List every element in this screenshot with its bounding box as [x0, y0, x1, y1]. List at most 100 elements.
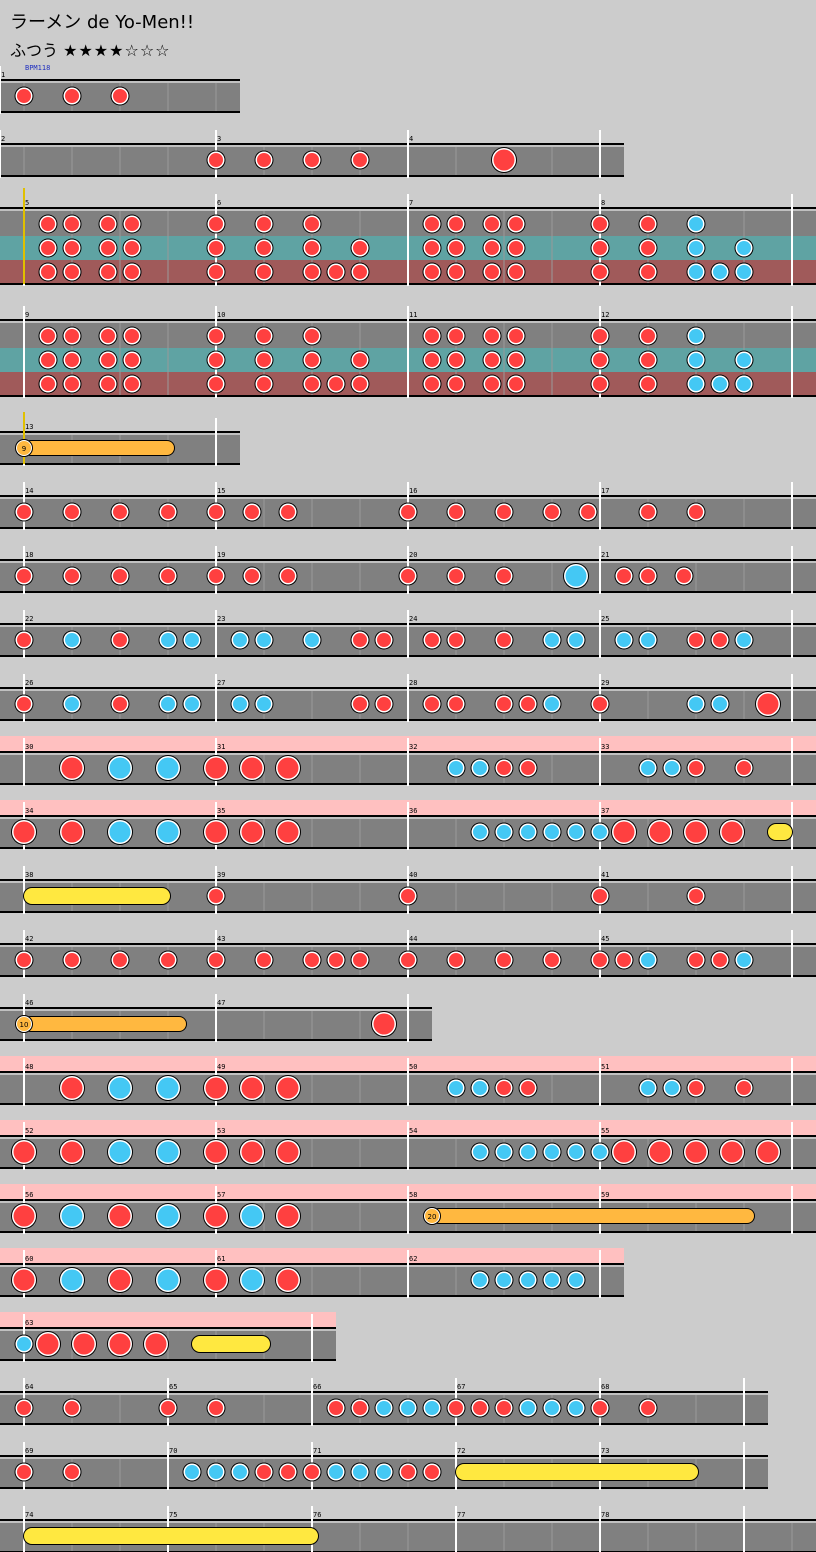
don-note	[113, 89, 127, 103]
measure-number: 35	[217, 807, 225, 815]
big-don-note	[649, 1141, 671, 1163]
don-note	[281, 1465, 295, 1479]
big-don-note	[277, 1077, 299, 1099]
difficulty-row: ふつう ★★★★☆☆☆	[10, 37, 171, 61]
measure-number: 68	[601, 1383, 609, 1391]
measure-number: 50	[409, 1063, 417, 1071]
don-note	[449, 329, 463, 343]
don-note	[449, 633, 463, 647]
don-note	[65, 89, 79, 103]
ka-note	[665, 1081, 679, 1095]
don-note	[257, 241, 271, 255]
don-note	[689, 1081, 703, 1095]
don-note	[353, 153, 367, 167]
don-note	[113, 697, 127, 711]
don-note	[281, 569, 295, 583]
don-note	[497, 1081, 511, 1095]
ka-note	[713, 265, 727, 279]
don-note	[497, 1401, 511, 1415]
don-note	[41, 377, 55, 391]
don-note	[509, 217, 523, 231]
ka-note	[161, 633, 175, 647]
don-note	[449, 241, 463, 255]
ka-note	[353, 1465, 367, 1479]
don-note	[509, 377, 523, 391]
ka-note	[737, 265, 751, 279]
don-note	[65, 217, 79, 231]
roll-head	[425, 1209, 439, 1223]
don-note	[209, 953, 223, 967]
ka-note	[521, 825, 535, 839]
don-note	[449, 1401, 463, 1415]
measure-number: 36	[409, 807, 417, 815]
don-note	[41, 241, 55, 255]
balloon-note	[192, 1336, 270, 1352]
measure-number: 2	[1, 135, 5, 143]
measure-number: 34	[25, 807, 33, 815]
ka-note	[17, 1337, 31, 1351]
don-note	[209, 1401, 223, 1415]
chart-row: 69 70 71 72 73	[0, 1442, 768, 1490]
don-note	[353, 265, 367, 279]
big-don-note	[277, 757, 299, 779]
ka-note	[497, 825, 511, 839]
big-ka-note	[61, 1269, 83, 1291]
don-note	[509, 241, 523, 255]
measure-number: 57	[217, 1191, 225, 1199]
drumroll-note	[24, 1017, 186, 1031]
measure-number: 8	[601, 199, 605, 207]
big-don-note	[145, 1333, 167, 1355]
ka-note	[545, 1273, 559, 1287]
don-note	[209, 153, 223, 167]
big-don-note	[757, 693, 779, 715]
don-note	[593, 353, 607, 367]
don-note	[449, 353, 463, 367]
don-note	[257, 377, 271, 391]
don-note	[641, 353, 655, 367]
big-ka-note	[157, 1269, 179, 1291]
don-note	[353, 1401, 367, 1415]
ka-note	[377, 1401, 391, 1415]
measure-number: 27	[217, 679, 225, 687]
ka-note	[593, 825, 607, 839]
bpm-label: BPM118	[25, 64, 50, 72]
ka-note	[497, 1273, 511, 1287]
don-note	[449, 377, 463, 391]
don-note	[641, 377, 655, 391]
measure-number: 76	[313, 1511, 321, 1519]
don-note	[509, 353, 523, 367]
measure-number: 22	[25, 615, 33, 623]
big-don-note	[685, 1141, 707, 1163]
don-note	[425, 697, 439, 711]
ka-note	[473, 761, 487, 775]
don-note	[509, 265, 523, 279]
don-note	[305, 241, 319, 255]
measure-number: 16	[409, 487, 417, 495]
don-note	[161, 505, 175, 519]
gogo-band	[0, 1248, 624, 1266]
don-note	[401, 1465, 415, 1479]
don-note	[737, 1081, 751, 1095]
don-note	[353, 241, 367, 255]
measure-number: 23	[217, 615, 225, 623]
don-note	[473, 1401, 487, 1415]
big-don-note	[493, 149, 515, 171]
don-note	[305, 153, 319, 167]
don-note	[65, 265, 79, 279]
measure-number: 59	[601, 1191, 609, 1199]
don-note	[593, 377, 607, 391]
don-note	[353, 377, 367, 391]
ka-note	[233, 1465, 247, 1479]
don-note	[209, 569, 223, 583]
ka-note	[473, 1145, 487, 1159]
don-note	[425, 353, 439, 367]
big-don-note	[73, 1333, 95, 1355]
measure-number: 54	[409, 1127, 417, 1135]
measure-number: 3	[217, 135, 221, 143]
measure-number: 52	[25, 1127, 33, 1135]
don-note	[425, 329, 439, 343]
ka-note	[401, 1401, 415, 1415]
measure-number: 44	[409, 935, 417, 943]
big-don-note	[205, 757, 227, 779]
ka-note	[641, 761, 655, 775]
